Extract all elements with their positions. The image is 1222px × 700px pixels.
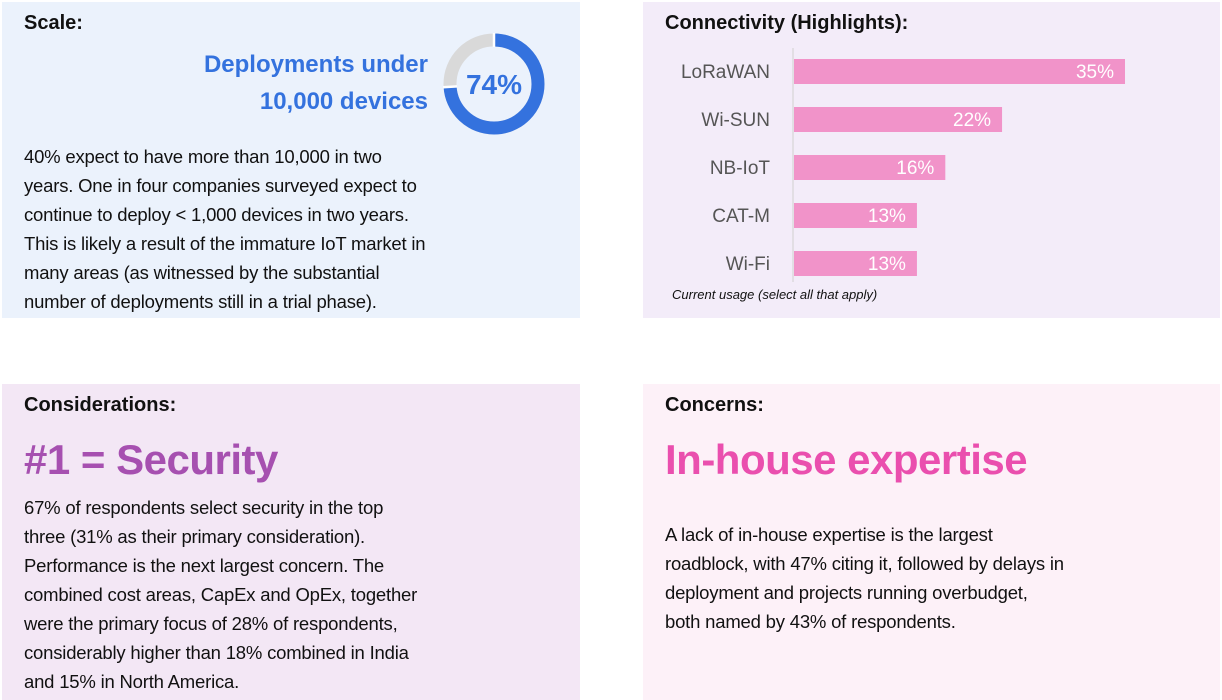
chart-caption: Current usage (select all that apply) bbox=[672, 287, 878, 302]
body-line: number of deployments still in a trial p… bbox=[24, 291, 377, 312]
connectivity-panel: Connectivity (Highlights): LoRaWAN 35% Wi-… bbox=[643, 2, 1220, 318]
body-line: deployment and projects running overbudg… bbox=[665, 582, 1028, 603]
connectivity-bar-chart: LoRaWAN 35% Wi-SUN 22% NB-IoT 16% CAT-M 13% Wi-F… bbox=[681, 48, 1125, 282]
body-line: Performance is the next largest concern.… bbox=[24, 555, 385, 576]
highlight-line: 10,000 devices bbox=[259, 88, 428, 115]
bar-lorawan bbox=[794, 59, 1125, 84]
donut-chart: 74% bbox=[443, 33, 545, 135]
body-line: 67% of respondents select security in th… bbox=[24, 497, 384, 518]
body-line: both named by 43% of respondents. bbox=[665, 611, 956, 632]
category-label: Wi-SUN bbox=[701, 110, 770, 131]
body-line: many areas (as witnessed by the substant… bbox=[24, 262, 380, 283]
body-line: three (31% as their primary consideratio… bbox=[24, 526, 365, 547]
bar-wi-sun bbox=[794, 107, 1003, 132]
concerns-body: A lack of in-house expertise is the larg… bbox=[665, 520, 1064, 636]
body-line: A lack of in-house expertise is the larg… bbox=[665, 524, 993, 545]
donut-separator bbox=[443, 85, 458, 89]
body-line: combined cost areas, CapEx and OpEx, tog… bbox=[24, 584, 418, 605]
data-label: 13% bbox=[868, 206, 906, 227]
data-label: 16% bbox=[896, 158, 934, 179]
body-line: 40% expect to have more than 10,000 in t… bbox=[24, 146, 382, 167]
scale-body: 40% expect to have more than 10,000 in t… bbox=[24, 142, 426, 316]
donut-label: 74% bbox=[466, 69, 522, 100]
body-line: continue to deploy < 1,000 devices in tw… bbox=[24, 204, 409, 225]
concerns-title: Concerns: bbox=[665, 394, 764, 416]
body-line: considerably higher than 18% combined in… bbox=[24, 642, 409, 663]
data-label: 13% bbox=[868, 254, 906, 275]
body-line: roadblock, with 47% citing it, followed … bbox=[665, 553, 1064, 574]
scale-title: Scale: bbox=[24, 12, 83, 34]
highlight-line: Deployments under bbox=[203, 51, 428, 78]
category-label: Wi-Fi bbox=[726, 254, 770, 275]
category-label: LoRaWAN bbox=[681, 62, 770, 83]
bar-cat-m bbox=[794, 203, 917, 228]
scale-panel: Scale: Deployments under 10,000 devices … bbox=[2, 2, 580, 318]
body-line: years. One in four companies surveyed ex… bbox=[24, 175, 417, 196]
body-line: This is likely a result of the immature … bbox=[24, 233, 426, 254]
considerations-title: Considerations: bbox=[24, 394, 177, 416]
data-label: 35% bbox=[1076, 62, 1114, 83]
scale-highlight: Deployments under 10,000 devices bbox=[204, 46, 428, 120]
considerations-body: 67% of respondents select security in th… bbox=[24, 493, 417, 696]
bar-wi-fi bbox=[794, 251, 917, 276]
category-label: CAT-M bbox=[712, 206, 770, 227]
concerns-headline: In-house expertise bbox=[665, 436, 1028, 483]
concerns-panel: Concerns: In-house expertise A lack of i… bbox=[643, 384, 1220, 700]
connectivity-title: Connectivity (Highlights): bbox=[665, 12, 909, 34]
category-label: NB-IoT bbox=[710, 158, 771, 179]
considerations-panel: Considerations: #1 = Security 67% of res… bbox=[2, 384, 580, 700]
body-line: and 15% in North America. bbox=[24, 671, 240, 692]
data-label: 22% bbox=[953, 110, 991, 131]
body-line: were the primary focus of 28% of respond… bbox=[24, 613, 398, 634]
bar-nb-iot bbox=[794, 155, 946, 180]
considerations-headline: #1 = Security bbox=[24, 436, 278, 483]
